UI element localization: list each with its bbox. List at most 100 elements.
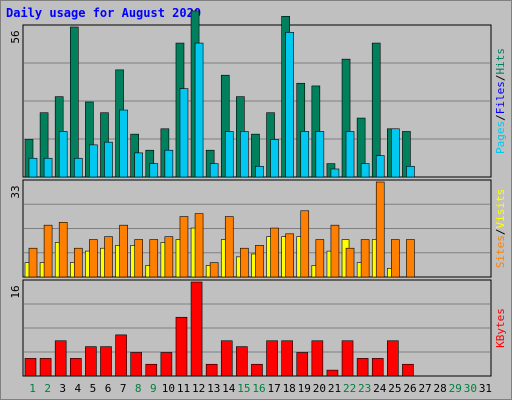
bar-sites	[194, 213, 204, 278]
chart-title: Daily usage for August 2020	[6, 6, 201, 20]
bar-kbytes	[266, 340, 278, 377]
bar-kbytes	[356, 358, 369, 377]
bar-sites	[43, 224, 53, 278]
bar-kbytes	[296, 352, 309, 377]
bar-kbytes	[190, 281, 203, 377]
bar-sites	[58, 222, 68, 278]
bar-pages	[73, 157, 83, 178]
x-tick-label: 23	[358, 382, 371, 395]
bar-sites	[104, 236, 113, 278]
x-tick-label: 21	[328, 382, 341, 395]
x-tick-label: 18	[283, 382, 296, 395]
bar-sites	[345, 247, 355, 278]
legend-entry: Visits	[494, 189, 507, 229]
bar-pages	[43, 157, 53, 178]
legend-entry: Files	[494, 81, 507, 114]
bar-kbytes	[251, 363, 263, 377]
x-tick-label: 11	[177, 382, 190, 395]
bar-sites	[224, 216, 234, 278]
x-tick-label: 12	[192, 382, 205, 395]
bar-kbytes	[69, 358, 82, 377]
bar-kbytes	[160, 352, 173, 377]
bar-pages	[209, 163, 219, 178]
legend-kbytes: KBytes	[494, 308, 507, 348]
x-tick-label: 7	[120, 382, 127, 395]
bar-sites	[119, 224, 128, 278]
legend-entry: Pages	[494, 121, 507, 154]
bar-kbytes	[371, 358, 384, 377]
x-tick-label: 27	[418, 382, 431, 395]
bar-sites	[240, 247, 249, 278]
bar-kbytes	[39, 358, 52, 377]
x-tick-label: 20	[313, 382, 326, 395]
bar-sites	[330, 224, 340, 278]
bar-pages	[345, 131, 355, 178]
bar-kbytes	[130, 352, 142, 377]
x-tick-label: 17	[267, 382, 280, 395]
bar-pages	[134, 152, 143, 178]
bar-pages	[300, 131, 310, 178]
bar-kbytes	[205, 363, 218, 377]
bar-sites	[149, 239, 159, 278]
x-tick-label: 31	[479, 382, 492, 395]
bar-sites	[406, 239, 415, 278]
bar-pages	[179, 88, 189, 178]
bar-pages	[360, 163, 370, 178]
bar-pages	[89, 144, 98, 178]
bar-kbytes	[24, 358, 37, 377]
bar-sites	[315, 239, 325, 278]
x-tick-label: 30	[464, 382, 477, 395]
bar-kbytes	[100, 346, 112, 377]
x-tick-label: 1	[29, 382, 36, 395]
bar-sites	[391, 239, 400, 278]
bar-sites	[375, 181, 385, 278]
x-tick-label: 14	[222, 382, 236, 395]
x-tick-label: 6	[105, 382, 112, 395]
bar-kbytes	[387, 340, 399, 377]
bar-kbytes	[311, 340, 324, 377]
bar-pages	[149, 163, 159, 178]
bar-pages	[28, 157, 38, 178]
bar-pages	[164, 149, 174, 178]
bar-pages	[270, 139, 279, 178]
x-tick-label: 24	[373, 382, 387, 395]
bar-sites	[300, 210, 310, 278]
x-tick-label: 19	[298, 382, 311, 395]
legend-visits-sites: Sites/Visits	[494, 189, 507, 269]
x-tick-label: 26	[403, 382, 416, 395]
bar-pages	[406, 165, 415, 178]
bar-sites	[73, 247, 83, 278]
legend-hits-files-pages: Pages/Files/Hits	[494, 48, 507, 154]
legend-entry: /	[494, 114, 507, 121]
bar-kbytes	[115, 334, 127, 377]
bar-pages	[194, 42, 204, 178]
bar-kbytes	[281, 340, 293, 377]
bar-pages	[58, 131, 68, 178]
legend-entry: KBytes	[494, 308, 507, 348]
bar-kbytes	[145, 363, 158, 377]
bar-pages	[104, 141, 113, 178]
bar-kbytes	[175, 316, 188, 377]
bar-pages	[330, 168, 340, 178]
legend-entry: Sites	[494, 235, 507, 268]
legend-entry: /	[494, 229, 507, 236]
bar-pages	[224, 131, 234, 178]
bar-kbytes	[341, 340, 354, 377]
bar-pages	[255, 165, 264, 178]
x-tick-label: 3	[59, 382, 66, 395]
bar-sites	[209, 262, 219, 278]
bar-kbytes	[236, 346, 248, 377]
bar-sites	[89, 239, 98, 278]
bar-kbytes	[326, 369, 339, 377]
x-tick-label: 25	[388, 382, 401, 395]
x-tick-label: 16	[252, 382, 265, 395]
x-tick-label: 9	[150, 382, 157, 395]
bar-sites	[134, 239, 143, 278]
bar-pages	[240, 131, 249, 178]
bar-pages	[119, 109, 128, 178]
bar-kbytes	[402, 363, 414, 377]
bar-sites	[270, 227, 279, 278]
x-tick-label: 8	[135, 382, 142, 395]
legend-entry: Hits	[494, 48, 507, 75]
